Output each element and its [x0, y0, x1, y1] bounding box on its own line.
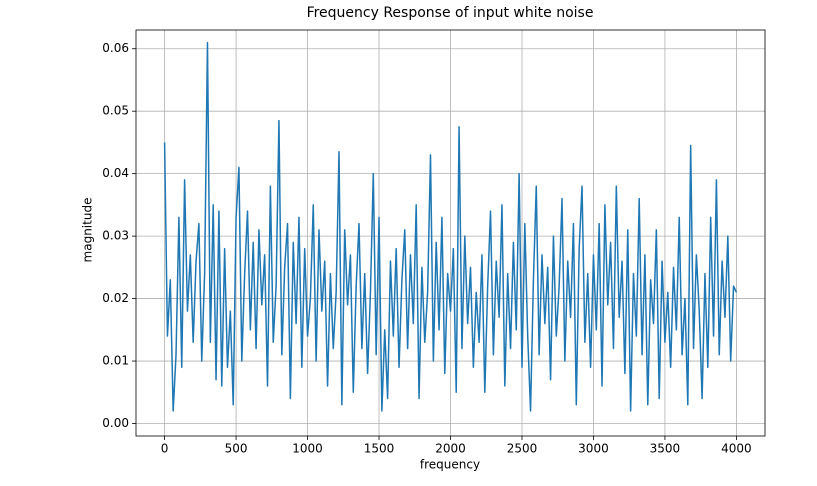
y-tick-label: 0.04 — [102, 166, 129, 180]
y-tick-label: 0.06 — [102, 41, 129, 55]
x-tick-label: 2500 — [507, 442, 538, 456]
x-tick-label: 3500 — [650, 442, 681, 456]
x-tick-label: 4000 — [721, 442, 752, 456]
x-axis-label: frequency — [420, 458, 480, 472]
x-tick-label: 500 — [225, 442, 248, 456]
y-tick-label: 0.03 — [102, 229, 129, 243]
y-tick-label: 0.05 — [102, 104, 129, 118]
y-tick-label: 0.00 — [102, 416, 129, 430]
plot-frame — [135, 29, 766, 437]
x-tick-label: 1500 — [364, 442, 395, 456]
data-line — [163, 41, 738, 412]
x-tick-label: 1000 — [292, 442, 323, 456]
chart-title: Frequency Response of input white noise — [307, 5, 594, 21]
y-tick-label: 0.02 — [102, 291, 129, 305]
x-tick-label: 3000 — [578, 442, 609, 456]
y-axis-label: magnitude — [81, 198, 95, 263]
x-tick-label: 0 — [161, 442, 169, 456]
x-tick-label: 2000 — [435, 442, 466, 456]
y-tick-label: 0.01 — [102, 354, 129, 368]
